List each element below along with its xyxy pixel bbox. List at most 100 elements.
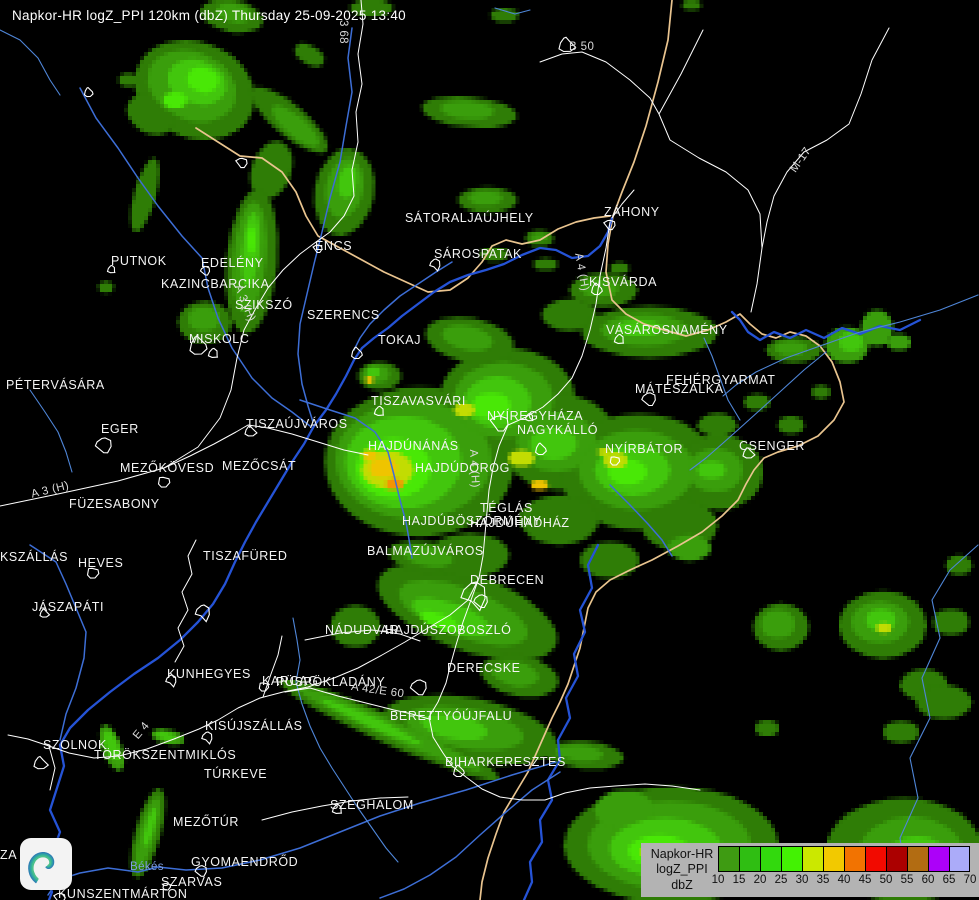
city-label: KSZÁLLÁS	[0, 550, 69, 564]
city-label: SZIKSZÓ	[235, 298, 293, 312]
city-label: ZA	[0, 848, 18, 862]
legend-color-cell	[823, 846, 844, 872]
city-label: BERETTYÓÚJFALU	[390, 709, 513, 723]
rivers-thin-path	[689, 351, 827, 471]
roads-path	[761, 27, 890, 249]
legend-color-cell	[844, 846, 865, 872]
town-outline	[558, 36, 577, 53]
town-outline	[460, 581, 486, 612]
town-outline	[742, 447, 756, 459]
legend-tick-label: 20	[753, 874, 767, 886]
rivers-thin-path	[292, 617, 399, 863]
rivers-thin-path	[0, 29, 61, 96]
city-label: FEHÉRGYARMAT	[666, 373, 776, 387]
city-label: SÁROSPATAK	[434, 247, 522, 261]
legend-tick-label: 60	[921, 874, 935, 886]
legend-tick-label: 70	[963, 874, 977, 886]
city-label: ENCS	[315, 239, 353, 253]
city-label: KUNHEGYES	[167, 667, 251, 681]
city-label: HEVES	[78, 556, 124, 570]
legend-tick-label: 35	[816, 874, 830, 886]
borders-path	[479, 0, 845, 900]
legend-tick-label: 55	[900, 874, 914, 886]
legend-color-cell	[760, 846, 781, 872]
roads-path	[658, 29, 763, 313]
legend-tick-label: 65	[942, 874, 956, 886]
rivers-main-path	[730, 310, 922, 342]
city-label: FÜZESABONY	[69, 497, 160, 511]
roads-path	[163, 424, 369, 469]
town-outline	[452, 764, 465, 778]
city-label: TÉGLÁS	[480, 501, 533, 515]
city-label: NYÍRBÁTOR	[605, 442, 684, 456]
town-outline	[165, 674, 177, 688]
town-outline	[524, 412, 534, 422]
town-outline	[641, 392, 656, 407]
legend-color-cell	[718, 846, 739, 872]
rivers-mid-path	[299, 399, 413, 559]
town-outline	[590, 282, 603, 296]
city-label: PÉTERVÁSÁRA	[6, 378, 105, 392]
city-label: NAGYKÁLLÓ	[517, 423, 599, 437]
spiral-stroke	[31, 855, 51, 880]
city-label: TOKAJ	[378, 333, 422, 347]
city-label: ZÁHONY	[604, 205, 660, 219]
legend-color-cell	[907, 846, 928, 872]
city-label: SZOLNOK	[43, 738, 107, 752]
rivers-mid-path	[353, 261, 453, 351]
town-outline	[534, 442, 547, 456]
rivers-mid-path	[297, 27, 353, 423]
town-outline	[83, 86, 94, 98]
road-label: B 50	[569, 41, 595, 53]
city-label: JÁSZAPÁTI	[32, 600, 105, 614]
city-label: TÚRKEVE	[204, 767, 268, 781]
town-outline	[106, 264, 116, 274]
legend-tick-label: 45	[858, 874, 872, 886]
city-label: NYÍREGYHÁZA	[487, 409, 584, 423]
legend-color-cell	[928, 846, 949, 872]
river-label: Békés	[130, 861, 164, 873]
borders-path	[195, 127, 611, 293]
city-label: MÁTÉSZALKA	[635, 382, 724, 396]
legend-color-cell	[802, 846, 823, 872]
road-label: A 4 (H)	[572, 252, 591, 293]
city-label: TISZAÚJVÁROS	[246, 417, 348, 431]
legend-color-cell	[739, 846, 760, 872]
roads-path	[7, 221, 611, 759]
spiral-stroke	[30, 854, 53, 881]
roads-path	[539, 51, 660, 115]
town-outline	[52, 892, 66, 900]
city-label: MEZŐTÚR	[173, 815, 239, 829]
radar-logo	[20, 838, 72, 890]
rivers-main-path	[44, 216, 614, 900]
road-label: 3 68	[337, 20, 349, 44]
city-label: EGER	[101, 422, 139, 436]
city-label: CSENGER	[739, 439, 806, 453]
city-label: KAZINCBARCIKA	[161, 277, 270, 291]
city-label: HAJDÚBÖSZÖRMÉNY	[402, 514, 542, 528]
rivers-thin-path	[899, 544, 979, 871]
rivers-thin-path	[494, 7, 531, 15]
legend-unit: dbZ	[671, 878, 693, 892]
legend-radar-name: Napkor-HR	[650, 847, 714, 861]
city-label: GYOMAENDRŐD	[191, 855, 299, 869]
spiral-stroke	[29, 853, 54, 883]
roads-path	[261, 796, 409, 821]
city-label: SÁTORALJAÚJHELY	[405, 211, 534, 225]
roads-path	[174, 539, 197, 663]
legend-tick-label: 15	[732, 874, 746, 886]
legend-tick-label: 50	[879, 874, 893, 886]
town-outline	[258, 682, 270, 692]
city-label: EDELÉNY	[201, 256, 264, 270]
city-label: PUTNOK	[111, 254, 167, 268]
town-outline	[207, 347, 219, 358]
legend-color-cell	[886, 846, 907, 872]
town-outline	[94, 437, 112, 454]
radar-product-title: Napkor-HR logZ_PPI 120km (dbZ) Thursday …	[12, 8, 406, 23]
roads-path	[262, 635, 283, 698]
roads-path	[284, 687, 430, 720]
city-label: DERECSKE	[447, 661, 521, 675]
roads-path	[304, 629, 421, 642]
